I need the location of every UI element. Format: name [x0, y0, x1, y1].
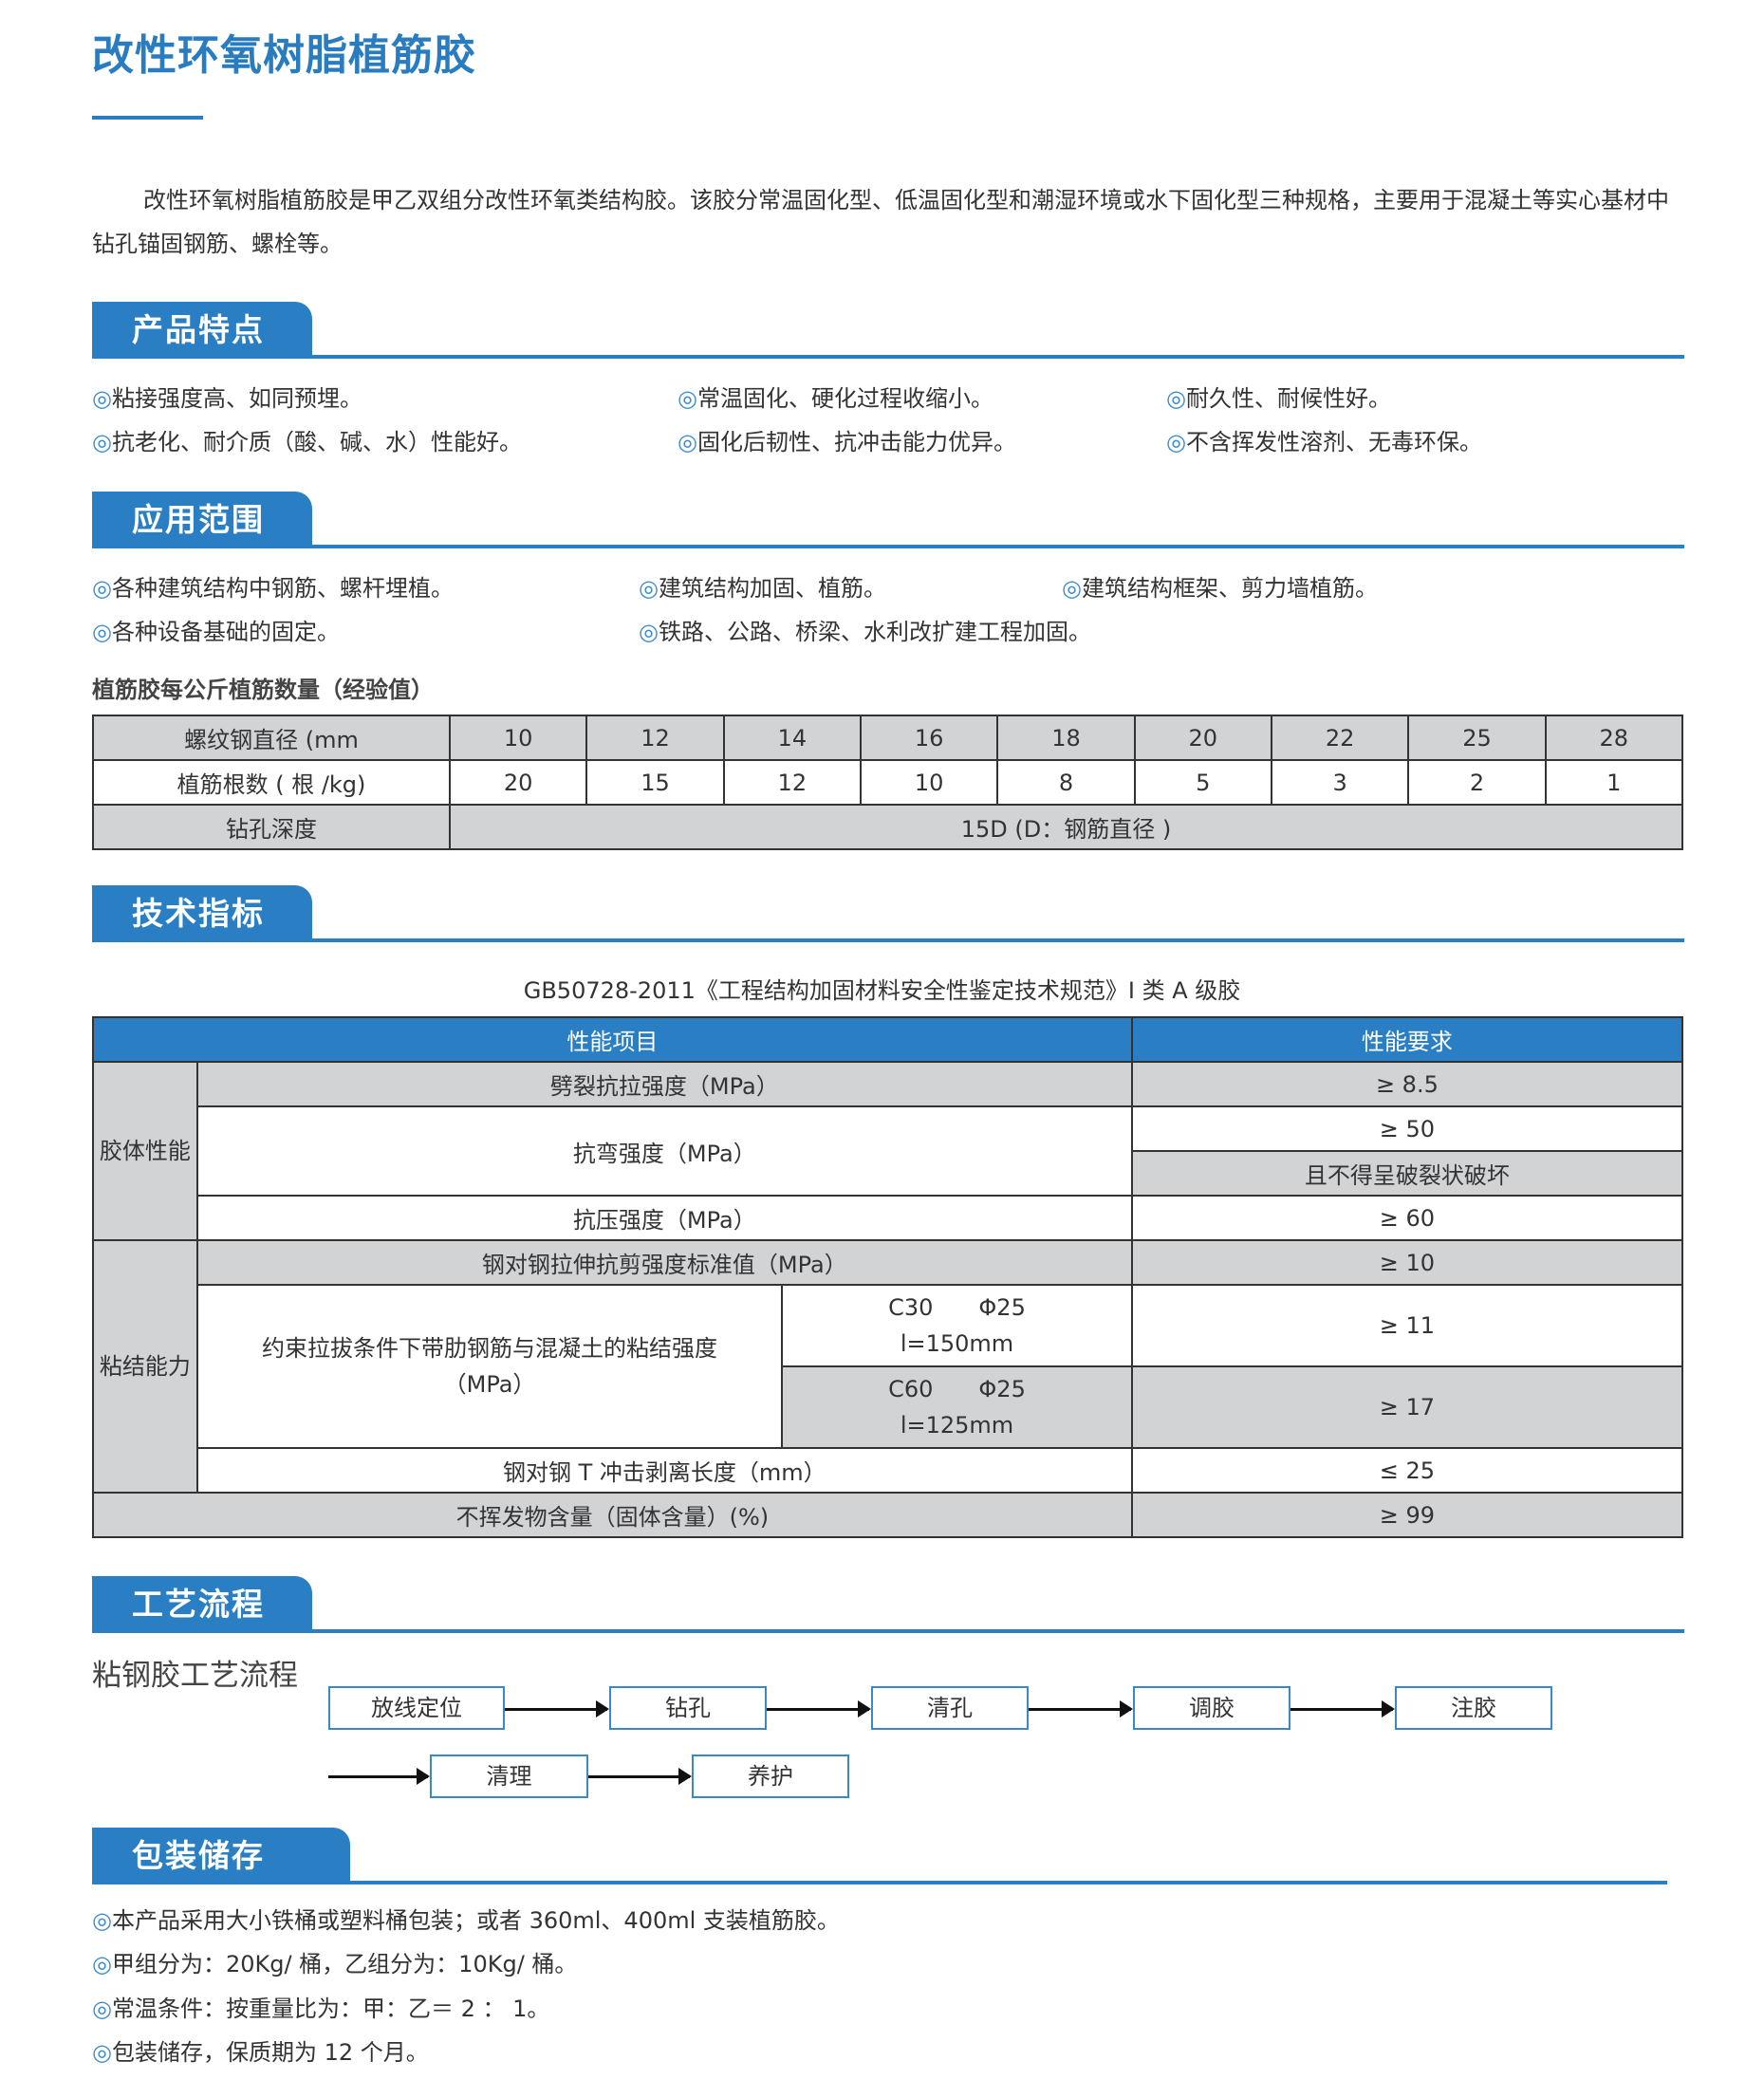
process-step: 清孔 — [871, 1686, 1029, 1730]
section-specs-header: 技术指标 — [92, 885, 1684, 942]
arrow-right-icon — [1029, 1700, 1133, 1717]
packaging-item: ◎包装储存，保质期为 12 个月。 — [92, 2039, 429, 2066]
process-subtitle: 粘钢胶工艺流程 — [92, 1659, 298, 1693]
standard-caption: GB50728-2011《工程结构加固材料安全性鉴定技术规范》I 类 A 级胶 — [523, 977, 1241, 1004]
arrow-right-icon — [505, 1700, 609, 1717]
bullet-icon: ◎ — [92, 575, 112, 602]
application-item: ◎建筑结构框架、剪力墙植筋。 — [1062, 575, 1378, 602]
table-row: 钢对钢 T 冲击剥离长度（mm） ≤ 25 — [93, 1447, 1684, 1494]
bullet-icon: ◎ — [1166, 429, 1186, 455]
bullet-icon: ◎ — [92, 1996, 112, 2022]
rebar-table: 螺纹钢直径 (mm 10 12 14 16 18 20 22 25 28 植筋根数 ( 根 /kg… — [92, 715, 1684, 850]
table-row: 胶体性能 劈裂抗拉强度（MPa） ≥ 8.5 — [92, 1061, 1684, 1241]
section-title: 产品特点 — [92, 302, 312, 359]
process-step: 调胶 — [1133, 1686, 1291, 1730]
section-title: 技术指标 — [92, 885, 312, 942]
feature-item: ◎不含挥发性溶剂、无毒环保。 — [1166, 429, 1482, 455]
table-row: 抗压强度（MPa） ≥ 60 — [93, 1195, 1684, 1241]
arrow-right-icon — [328, 1768, 430, 1785]
table-row: 且不得呈破裂状破坏 — [93, 1150, 1684, 1197]
intro-paragraph: 改性环氧树脂植筋胶是甲乙双组分改性环氧类结构胶。该胶分常温固化型、低温固化型和潮… — [92, 187, 1669, 257]
process-step: 养护 — [692, 1755, 849, 1798]
table-row: 植筋根数 ( 根 /kg) 20 15 12 10 8 5 3 2 1 — [92, 759, 1684, 806]
feature-item: ◎常温固化、硬化过程收缩小。 — [678, 385, 993, 412]
bullet-icon: ◎ — [92, 429, 112, 455]
section-packaging-header: 包装储存 — [92, 1828, 1667, 1884]
process-step: 清理 — [430, 1755, 588, 1798]
bullet-icon: ◎ — [1062, 575, 1082, 602]
application-item: ◎铁路、公路、桥梁、水利改扩建工程加固。 — [639, 619, 1091, 645]
section-applications-header: 应用范围 — [92, 492, 1684, 548]
arrow-right-icon — [588, 1768, 692, 1785]
bullet-icon: ◎ — [678, 385, 697, 412]
section-title: 工艺流程 — [92, 1576, 312, 1633]
arrow-right-icon — [1291, 1700, 1395, 1717]
table-row: 螺纹钢直径 (mm 10 12 14 16 18 20 22 25 28 — [92, 715, 1684, 761]
bullet-icon: ◎ — [639, 619, 659, 645]
section-features-header: 产品特点 — [92, 302, 1684, 359]
bullet-icon: ◎ — [92, 619, 112, 645]
bullet-icon: ◎ — [92, 385, 112, 412]
section-title: 应用范围 — [92, 492, 312, 548]
page-title: 改性环氧树脂植筋胶 — [92, 31, 476, 80]
packaging-item: ◎甲组分为：20Kg/ 桶，乙组分为：10Kg/ 桶。 — [92, 1951, 578, 1977]
table-row: 不挥发物含量（固体含量）(%) ≥ 99 — [92, 1492, 1684, 1538]
process-step: 放线定位 — [328, 1686, 505, 1730]
bullet-icon: ◎ — [92, 2039, 112, 2066]
rebar-table-caption: 植筋胶每公斤植筋数量（经验值） — [92, 677, 434, 703]
feature-item: ◎抗老化、耐介质（酸、碱、水）性能好。 — [92, 429, 522, 455]
feature-item: ◎固化后韧性、抗冲击能力优异。 — [678, 429, 1016, 455]
section-process-header: 工艺流程 — [92, 1576, 1684, 1633]
feature-item: ◎粘接强度高、如同预埋。 — [92, 385, 362, 412]
application-item: ◎各种建筑结构中钢筋、螺杆埋植。 — [92, 575, 454, 602]
table-header-row: 性能项目 性能要求 — [92, 1016, 1684, 1063]
feature-item: ◎耐久性、耐候性好。 — [1166, 385, 1391, 412]
process-step: 注胶 — [1395, 1686, 1552, 1730]
process-step: 钻孔 — [609, 1686, 767, 1730]
table-row: 粘结能力 钢对钢拉伸抗剪强度标准值（MPa） ≥ 10 — [92, 1239, 1684, 1494]
title-underline — [92, 116, 203, 120]
table-row: 抗弯强度（MPa） ≥ 50 — [93, 1105, 1684, 1197]
bullet-icon: ◎ — [678, 429, 697, 455]
section-title: 包装储存 — [92, 1828, 350, 1884]
application-item: ◎建筑结构加固、植筋。 — [639, 575, 886, 602]
table-row: 约束拉拔条件下带肋钢筋与混凝土的粘结强度（MPa） C30 Φ25 l=150mm ≥… — [93, 1284, 1684, 1449]
packaging-item: ◎常温条件：按重量比为：甲：乙＝ 2 ： 1。 — [92, 1996, 550, 2022]
table-row: 钻孔深度 15D (D：钢筋直径 ) — [92, 804, 1683, 850]
bullet-icon: ◎ — [639, 575, 659, 602]
arrow-right-icon — [767, 1700, 871, 1717]
bullet-icon: ◎ — [92, 1951, 112, 1977]
packaging-item: ◎本产品采用大小铁桶或塑料桶包装；或者 360ml、400ml 支装植筋胶。 — [92, 1907, 840, 1934]
application-item: ◎各种设备基础的固定。 — [92, 619, 340, 645]
bullet-icon: ◎ — [1166, 385, 1186, 412]
specs-table: 性能项目 性能要求 胶体性能 劈裂抗拉强度（MPa） ≥ 8.5 抗弯强度（MPa） ≥… — [92, 1016, 1684, 1538]
bullet-icon: ◎ — [92, 1907, 112, 1934]
